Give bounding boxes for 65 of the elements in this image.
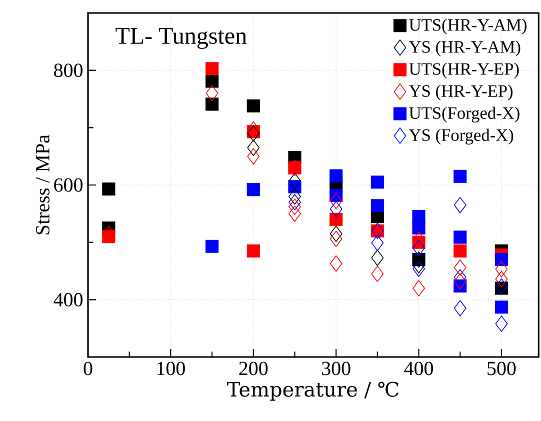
point (370, 199, 384, 212)
y-tick-label: 600 (54, 178, 83, 192)
point (206, 74, 219, 88)
point (371, 250, 384, 266)
point (247, 148, 260, 164)
legend-label: YS (HR-Y-AM) (408, 40, 520, 56)
point (206, 240, 219, 253)
x-tick-label: 400 (404, 362, 434, 376)
point (494, 300, 508, 314)
point (454, 273, 466, 290)
point (288, 206, 301, 222)
x-tick-label: 100 (157, 362, 185, 376)
point (412, 260, 425, 277)
point (330, 255, 342, 272)
y-axis-title: Stress / MPa (36, 134, 50, 234)
point (246, 244, 260, 258)
point (330, 169, 343, 182)
text: TL- Tungsten (116, 28, 247, 49)
point (454, 259, 466, 276)
x-tick-label: 500 (488, 362, 516, 376)
point (206, 85, 218, 102)
point (246, 183, 260, 196)
x-tick-label: 300 (322, 362, 350, 376)
point (206, 98, 219, 111)
point (454, 196, 466, 214)
point (330, 200, 342, 218)
x-axis-title: Temperature / ℃ (227, 382, 399, 401)
point (371, 234, 384, 252)
point (454, 300, 466, 316)
point (288, 188, 301, 205)
point (330, 192, 342, 210)
point (495, 261, 508, 278)
legend-label: YS (HR-Y-EP) (408, 84, 513, 100)
point (288, 198, 301, 215)
point (206, 62, 219, 76)
point (454, 170, 467, 183)
y-tick-label: 400 (54, 292, 83, 306)
point (247, 140, 260, 156)
point (330, 226, 342, 242)
point (495, 278, 508, 295)
y-tick-label: 800 (54, 64, 83, 78)
point (412, 210, 426, 224)
legend-label: UTS(HR-Y-AM) (409, 18, 526, 34)
point (288, 194, 301, 210)
point (454, 244, 467, 258)
point (330, 230, 342, 248)
x-tick-label: 200 (239, 362, 268, 376)
point (412, 240, 425, 256)
legend-label: UTS(Forged-X) (409, 106, 520, 122)
x-tick-label: 0 (84, 362, 92, 376)
point (330, 212, 343, 226)
point (102, 182, 116, 196)
point (494, 253, 508, 266)
point (412, 280, 425, 296)
point (495, 270, 508, 288)
point (288, 172, 301, 190)
point (370, 176, 384, 189)
point (412, 221, 426, 235)
legend-label: UTS(HR-Y-EP) (409, 62, 519, 78)
point (454, 230, 467, 244)
point (247, 125, 260, 142)
point (371, 266, 384, 282)
point (246, 99, 260, 112)
legend-label: YS (Forged-X) (408, 128, 514, 145)
point (495, 316, 508, 332)
